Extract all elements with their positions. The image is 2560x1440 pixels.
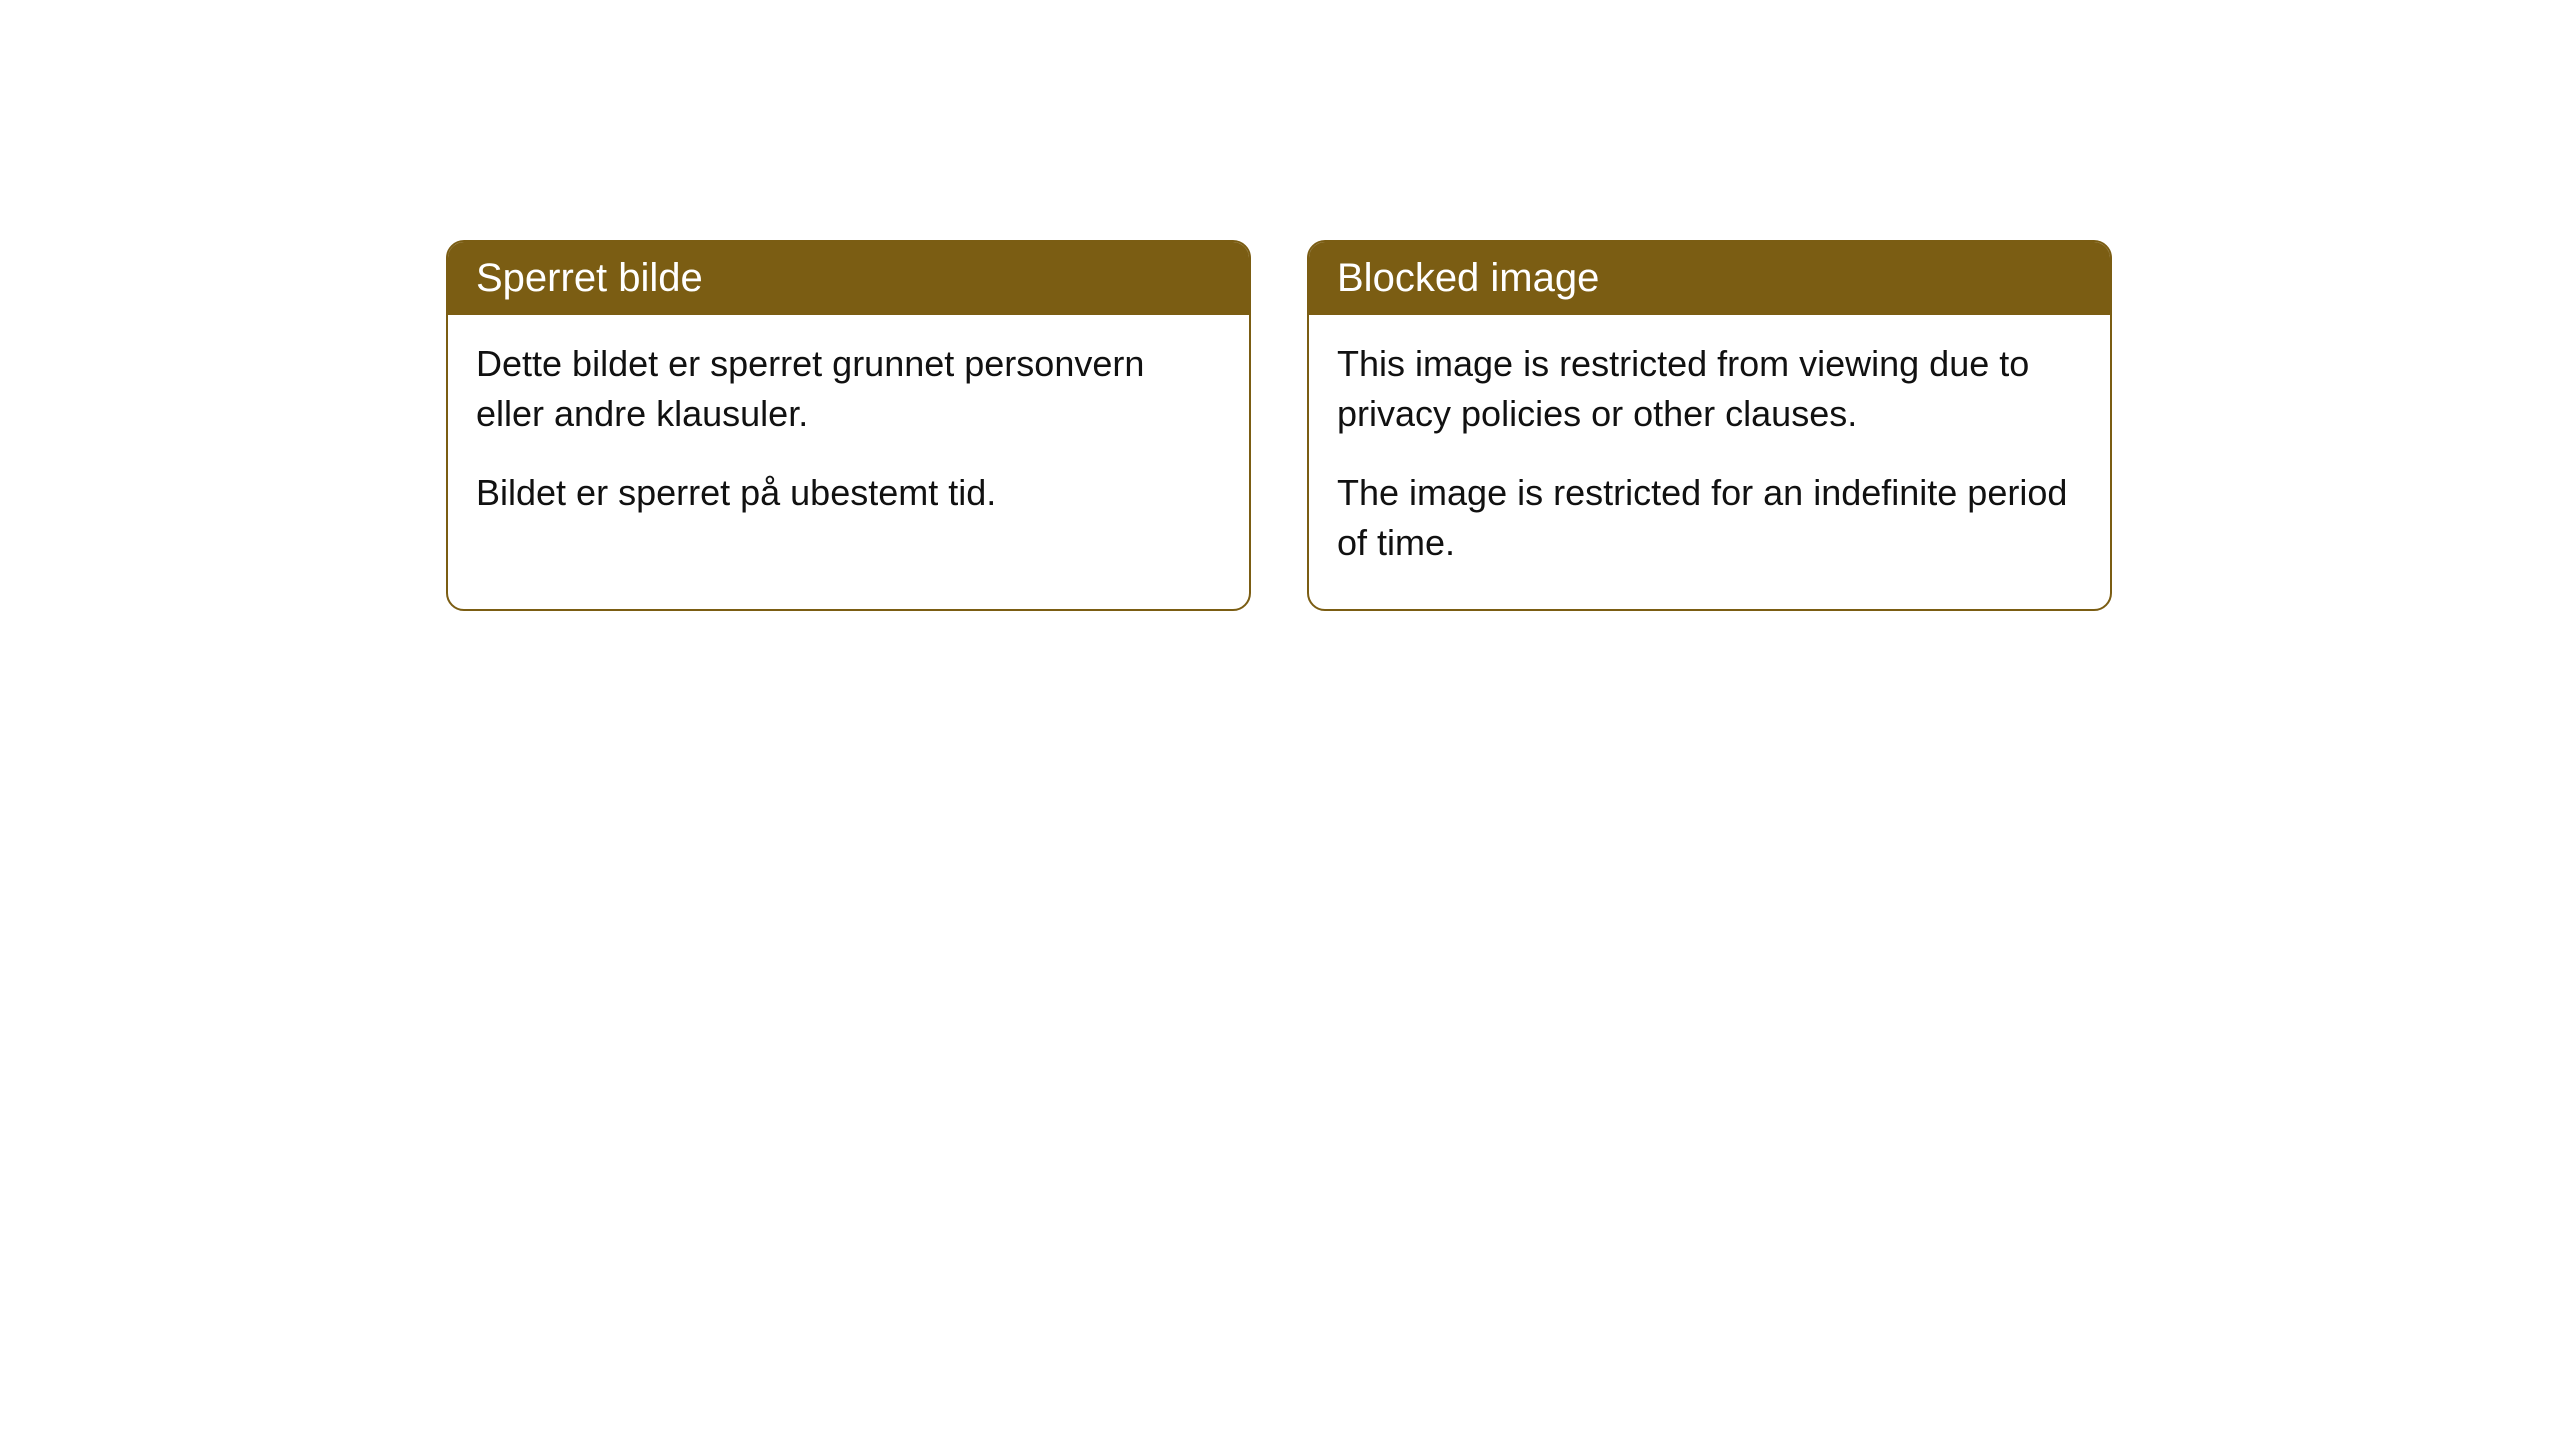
- card-paragraph: Bildet er sperret på ubestemt tid.: [476, 468, 1221, 518]
- card-title: Blocked image: [1337, 256, 1599, 300]
- blocked-image-card-norwegian: Sperret bilde Dette bildet er sperret gr…: [446, 240, 1251, 611]
- blocked-image-card-english: Blocked image This image is restricted f…: [1307, 240, 2112, 611]
- card-header: Blocked image: [1309, 242, 2110, 315]
- notice-container: Sperret bilde Dette bildet er sperret gr…: [446, 240, 2112, 611]
- card-paragraph: This image is restricted from viewing du…: [1337, 339, 2082, 440]
- card-body: This image is restricted from viewing du…: [1309, 315, 2110, 609]
- card-header: Sperret bilde: [448, 242, 1249, 315]
- card-body: Dette bildet er sperret grunnet personve…: [448, 315, 1249, 558]
- card-paragraph: The image is restricted for an indefinit…: [1337, 468, 2082, 569]
- card-paragraph: Dette bildet er sperret grunnet personve…: [476, 339, 1221, 440]
- card-title: Sperret bilde: [476, 256, 703, 300]
